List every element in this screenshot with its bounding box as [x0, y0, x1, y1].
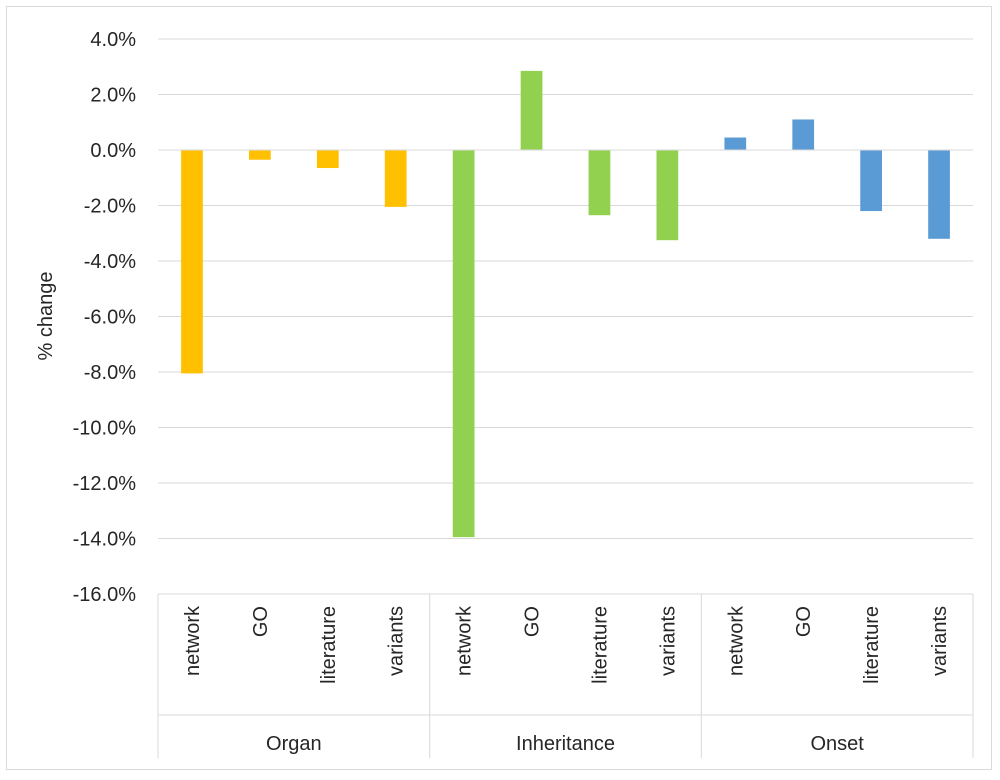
y-tick-label: -16.0%: [73, 584, 137, 606]
x-category-label: variants: [657, 606, 679, 676]
bar-onset-network: [724, 137, 747, 150]
y-tick-label: -8.0%: [84, 362, 136, 384]
y-tick-label: -4.0%: [84, 251, 136, 273]
x-category-label: network: [725, 605, 747, 676]
bar-onset-variants: [928, 150, 950, 239]
bar-inheritance-variants: [656, 150, 679, 241]
y-tick-label: 0.0%: [90, 140, 136, 162]
labels: 4.0% 2.0% 0.0% -2.0% -4.0% -6.0% -8.0% -10.0% -1…: [73, 29, 951, 755]
bar-organ-go: [249, 150, 271, 160]
y-axis-title: % change: [35, 272, 57, 361]
x-category-label: network: [182, 605, 204, 676]
y-tick-label: -12.0%: [73, 473, 137, 495]
group-label-organ: Organ: [266, 733, 322, 755]
x-category-label: GO: [793, 606, 815, 637]
y-tick-label: -10.0%: [73, 418, 137, 440]
bars: [181, 70, 950, 538]
x-category-label: literature: [318, 606, 340, 684]
bar-inheritance-network: [452, 150, 475, 538]
group-label-onset: Onset: [810, 733, 864, 755]
x-category-label: network: [454, 605, 476, 676]
bar-inheritance-go: [520, 70, 543, 150]
x-category-label: literature: [589, 606, 611, 684]
bar-organ-network: [181, 150, 203, 374]
gridlines: [158, 38, 973, 595]
bar-organ-literature: [316, 150, 339, 169]
group-label-inheritance: Inheritance: [516, 733, 615, 755]
x-category-label: GO: [522, 606, 544, 637]
x-category-label: GO: [250, 606, 272, 637]
y-tick-label: -14.0%: [73, 529, 137, 551]
axes: [157, 149, 974, 758]
y-tick-label: 2.0%: [90, 85, 136, 107]
bar-inheritance-literature: [588, 150, 611, 216]
y-tick-label: -6.0%: [84, 307, 136, 329]
bar-onset-go: [792, 119, 815, 150]
x-category-label: literature: [861, 606, 883, 684]
y-tick-label: -2.0%: [84, 196, 136, 218]
bar-organ-variants: [384, 150, 407, 207]
y-tick-label: 4.0%: [90, 29, 136, 51]
bar-onset-literature: [860, 150, 882, 212]
chart-frame: [6, 6, 992, 770]
x-category-label: variants: [929, 606, 951, 676]
x-category-label: variants: [386, 606, 408, 676]
